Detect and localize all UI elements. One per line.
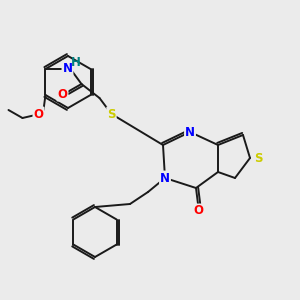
Text: N: N [185, 125, 195, 139]
Text: O: O [34, 107, 44, 121]
Text: S: S [107, 107, 116, 121]
Text: N: N [62, 61, 73, 74]
Text: N: N [160, 172, 170, 184]
Text: S: S [254, 152, 262, 164]
Text: O: O [58, 88, 68, 100]
Text: H: H [70, 56, 80, 70]
Text: O: O [193, 205, 203, 218]
